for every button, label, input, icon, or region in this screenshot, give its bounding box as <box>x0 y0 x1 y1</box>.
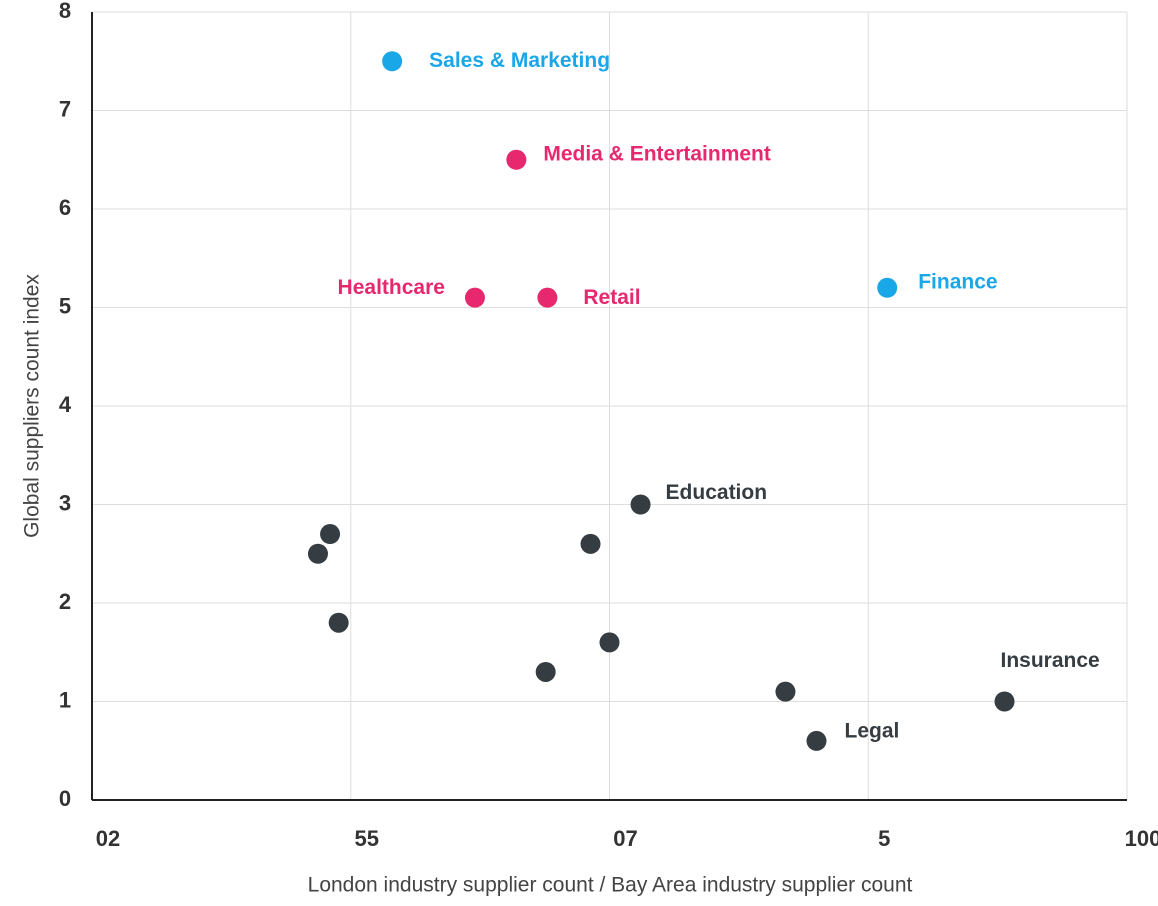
y-tick-label: 3 <box>59 490 71 515</box>
point <box>535 661 556 682</box>
y-tick-label: 2 <box>59 589 71 614</box>
point-label: Education <box>666 481 768 504</box>
point <box>307 543 328 564</box>
y-tick-label: 6 <box>59 195 71 220</box>
point <box>994 691 1015 712</box>
point <box>537 287 558 308</box>
x-tick-label: 100 <box>1125 826 1158 851</box>
y-tick-label: 5 <box>59 293 71 318</box>
y-tick-label: 8 <box>59 0 71 23</box>
point-label: Media & Entertainment <box>543 142 771 165</box>
point <box>382 51 403 72</box>
point <box>775 681 796 702</box>
y-tick-label: 4 <box>59 392 72 417</box>
point <box>806 730 827 751</box>
point-label: Insurance <box>1001 649 1100 672</box>
point-label: Retail <box>583 286 640 309</box>
point <box>464 287 485 308</box>
point-label: Finance <box>918 270 997 293</box>
point <box>580 533 601 554</box>
y-tick-label: 1 <box>59 687 71 712</box>
x-axis-label: London industry supplier count / Bay Are… <box>308 874 913 897</box>
point <box>630 494 651 515</box>
point <box>599 632 620 653</box>
point <box>320 524 341 545</box>
y-tick-label: 7 <box>59 96 71 121</box>
x-tick-label: 5 <box>878 826 890 851</box>
point-label: Healthcare <box>338 276 445 299</box>
point-label: Legal <box>845 719 900 742</box>
point <box>877 277 898 298</box>
y-tick-label: 0 <box>59 786 71 811</box>
point <box>328 612 349 633</box>
x-tick-label: 55 <box>355 826 379 851</box>
x-tick-label: 07 <box>613 826 637 851</box>
x-tick-label: 02 <box>96 826 120 851</box>
point-label: Sales & Marketing <box>429 49 610 72</box>
y-axis-label: Global suppliers count index <box>21 274 44 538</box>
point <box>506 149 527 170</box>
